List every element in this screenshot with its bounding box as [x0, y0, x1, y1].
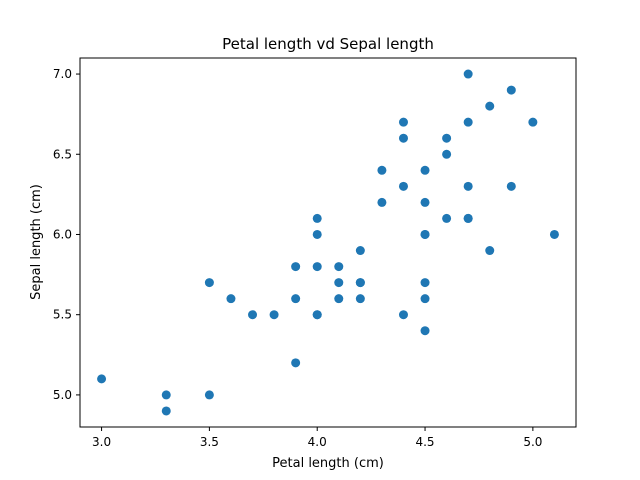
scatter-point [334, 278, 344, 288]
scatter-point [420, 229, 430, 239]
scatter-point [420, 197, 430, 207]
scatter-point [463, 69, 473, 79]
scatter-point [398, 310, 408, 320]
scatter-point [463, 181, 473, 191]
scatter-point [312, 262, 322, 272]
plot-area-frame [79, 57, 577, 428]
scatter-point [355, 246, 365, 256]
y-axis-label: Sepal length (cm) [29, 184, 44, 300]
scatter-point [506, 85, 516, 95]
scatter-point [485, 101, 495, 111]
scatter-point [204, 278, 214, 288]
scatter-point [485, 246, 495, 256]
scatter-point [355, 294, 365, 304]
scatter-point [312, 213, 322, 223]
scatter-point [355, 278, 365, 288]
scatter-point [549, 229, 559, 239]
scatter-point [291, 294, 301, 304]
scatter-point [226, 294, 236, 304]
scatter-point [398, 181, 408, 191]
scatter-point [398, 117, 408, 127]
scatter-point [248, 310, 258, 320]
y-tick-label: 6.5 [53, 147, 72, 161]
x-tick-label: 3.0 [92, 435, 111, 449]
points-layer [97, 69, 559, 416]
scatter-point [420, 165, 430, 175]
scatter-point [420, 278, 430, 288]
scatter-point [161, 406, 171, 416]
x-tick-label: 4.5 [415, 435, 434, 449]
scatter-point [420, 294, 430, 304]
x-tick-label: 5.0 [523, 435, 542, 449]
scatter-point [312, 229, 322, 239]
scatter-point [97, 374, 107, 384]
scatter-point [334, 294, 344, 304]
ticks-layer: 3.0 3.5 4.0 4.5 5.0 5.0 5.5 6.0 6.5 7.0 [53, 67, 543, 449]
scatter-point [161, 390, 171, 400]
scatter-point [420, 326, 430, 336]
scatter-point [463, 117, 473, 127]
scatter-point [442, 133, 452, 143]
x-tick-label: 3.5 [200, 435, 219, 449]
scatter-point [528, 117, 538, 127]
x-tick-label: 4.0 [308, 435, 327, 449]
scatter-point [312, 310, 322, 320]
y-tick-label: 7.0 [53, 67, 72, 81]
scatter-point [204, 390, 214, 400]
scatter-point [398, 133, 408, 143]
scatter-point [442, 149, 452, 159]
scatter-point [291, 358, 301, 368]
scatter-point [377, 165, 387, 175]
chart-title: Petal length vd Sepal length [222, 35, 434, 53]
scatter-point [506, 181, 516, 191]
x-axis-label: Petal length (cm) [272, 456, 384, 471]
scatter-point [334, 262, 344, 272]
scatter-point [291, 262, 301, 272]
scatter-point [377, 197, 387, 207]
y-tick-label: 5.5 [53, 308, 72, 322]
scatter-point [269, 310, 279, 320]
y-tick-label: 6.0 [53, 227, 72, 241]
y-tick-label: 5.0 [53, 388, 72, 402]
scatter-point [442, 213, 452, 223]
scatter-point [463, 213, 473, 223]
